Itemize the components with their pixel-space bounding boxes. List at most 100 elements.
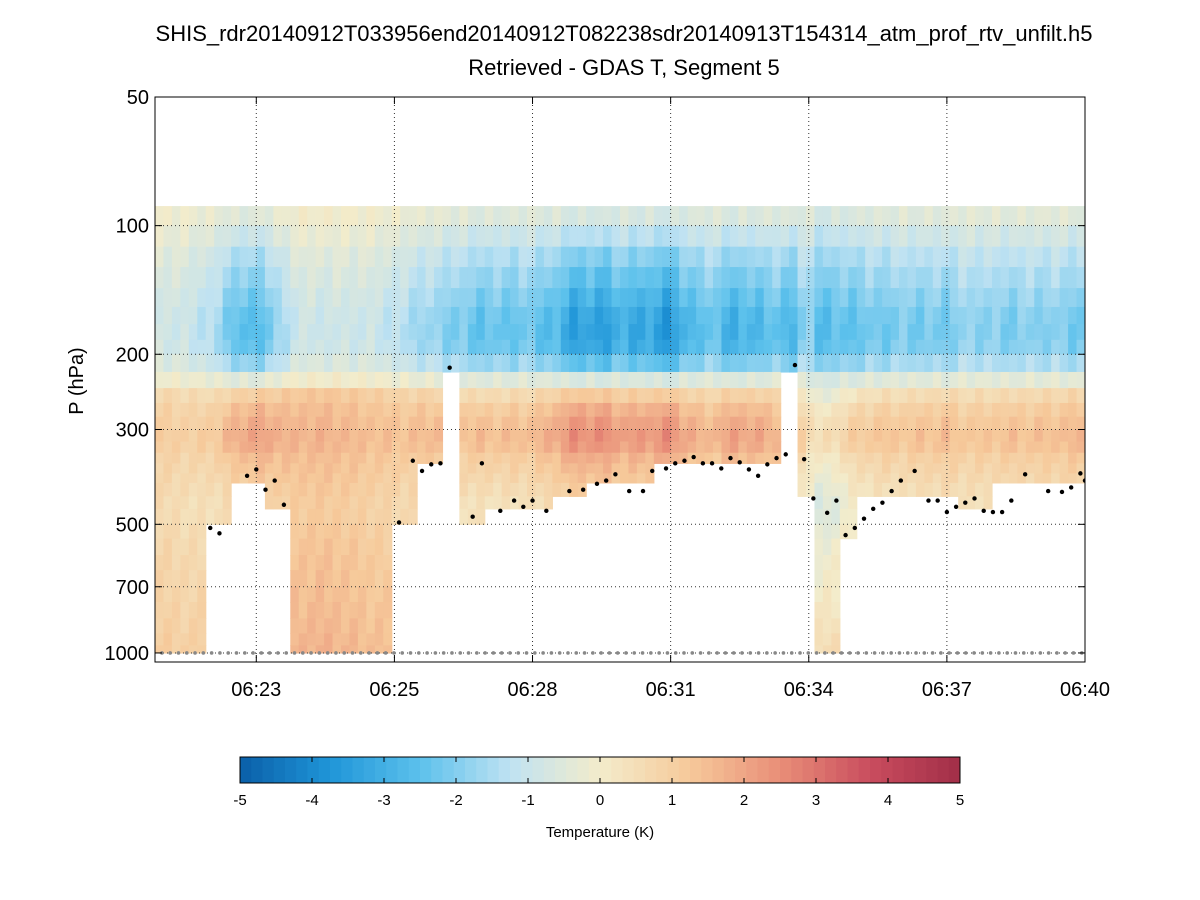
heatmap-cell [374,416,384,431]
heatmap-cell [1068,354,1078,373]
heatmap-cell [873,206,883,227]
heatmap-cell [704,225,714,248]
heatmap-cell [763,206,773,227]
heatmap-cell [636,225,646,248]
heatmap-cell [332,429,342,443]
heatmap-cell [966,482,976,497]
heatmap-cell [155,306,165,325]
heatmap-cell [822,324,832,341]
heatmap-cell [746,225,756,248]
heatmap-cell [704,441,714,454]
heatmap-cell [349,267,359,289]
heatmap-cell [357,225,367,248]
heatmap-cell [374,538,384,556]
colorbar-cell [802,757,815,783]
heatmap-cell [958,371,968,389]
surface-marker [847,651,852,655]
heatmap-cell [349,402,359,418]
heatmap-cell [518,339,528,355]
heatmap-cell [915,306,925,325]
heatmap-cell [763,429,773,443]
heatmap-cell [552,225,562,248]
heatmap-cell [425,288,435,308]
heatmap-cell [620,473,630,484]
heatmap-cell [467,246,477,268]
heatmap-cell [1076,339,1085,355]
heatmap-cell [222,288,232,308]
heatmap-cell [577,388,587,404]
surface-marker [839,651,844,655]
heatmap-cell [476,288,486,308]
surface-marker [334,651,338,655]
heatmap-cell [349,388,359,404]
heatmap-cell [383,496,393,510]
cloud-top-marker [953,504,959,510]
cloud-top-marker [208,525,213,531]
heatmap-cell [670,388,680,404]
heatmap-cell [155,482,165,497]
heatmap-cell [417,267,427,289]
heatmap-cell [155,246,165,268]
heatmap-cell [290,339,300,355]
heatmap-cell [510,416,520,431]
heatmap-cell [932,288,942,308]
heatmap-cell [586,306,596,325]
colorbar-cell [386,757,398,783]
heatmap-cell [391,288,401,308]
surface-marker [599,651,603,655]
heatmap-cell [594,402,604,418]
heatmap-cell [1017,306,1027,325]
heatmap-cell [163,206,173,227]
heatmap-cell [975,306,985,325]
heatmap-cell [620,267,630,289]
heatmap-cell [214,267,224,289]
heatmap-cell [949,416,959,431]
heatmap-cell [298,452,308,464]
heatmap-cell [687,429,697,443]
heatmap-cell [966,402,976,418]
heatmap-cell [746,306,756,325]
heatmap-cell [518,402,528,418]
heatmap-cell [780,354,790,373]
heatmap-cell [188,267,198,289]
cloud-top-marker [447,365,452,370]
colorbar-cell [701,757,713,783]
heatmap-cell [552,429,562,443]
heatmap-cell [366,473,376,484]
heatmap-cell [341,645,351,654]
heatmap-cell [924,429,934,443]
heatmap-cell [450,206,460,227]
heatmap-cell [324,618,334,634]
heatmap-cell [324,463,334,474]
heatmap-cell [493,306,503,325]
cloud-top-marker [728,455,733,461]
heatmap-cell [332,339,342,355]
heatmap-cell [763,339,773,355]
heatmap-cell [1059,267,1069,289]
heatmap-cell [307,645,317,654]
heatmap-cell [882,452,892,464]
heatmap-cell [704,267,714,289]
heatmap-cell [915,482,925,497]
heatmap-cell [467,225,477,248]
heatmap-cell [281,416,291,431]
heatmap-cell [425,324,435,341]
heatmap-cell [197,371,207,389]
surface-marker [806,651,811,655]
heatmap-cell [975,452,985,464]
heatmap-cell [197,555,207,571]
heatmap-cell [915,225,925,248]
heatmap-cell [188,441,198,454]
heatmap-cell [1042,473,1052,484]
heatmap-cell [941,306,951,325]
heatmap-cell [357,633,367,646]
heatmap-cell [611,416,621,431]
heatmap-cell [755,416,765,431]
heatmap-cell [1000,416,1010,431]
heatmap-cell [214,402,224,418]
heatmap-cell [636,388,646,404]
surface-marker [914,651,918,655]
heatmap-cell [417,452,427,464]
heatmap-cell [814,441,824,454]
heatmap-cell [899,371,909,389]
